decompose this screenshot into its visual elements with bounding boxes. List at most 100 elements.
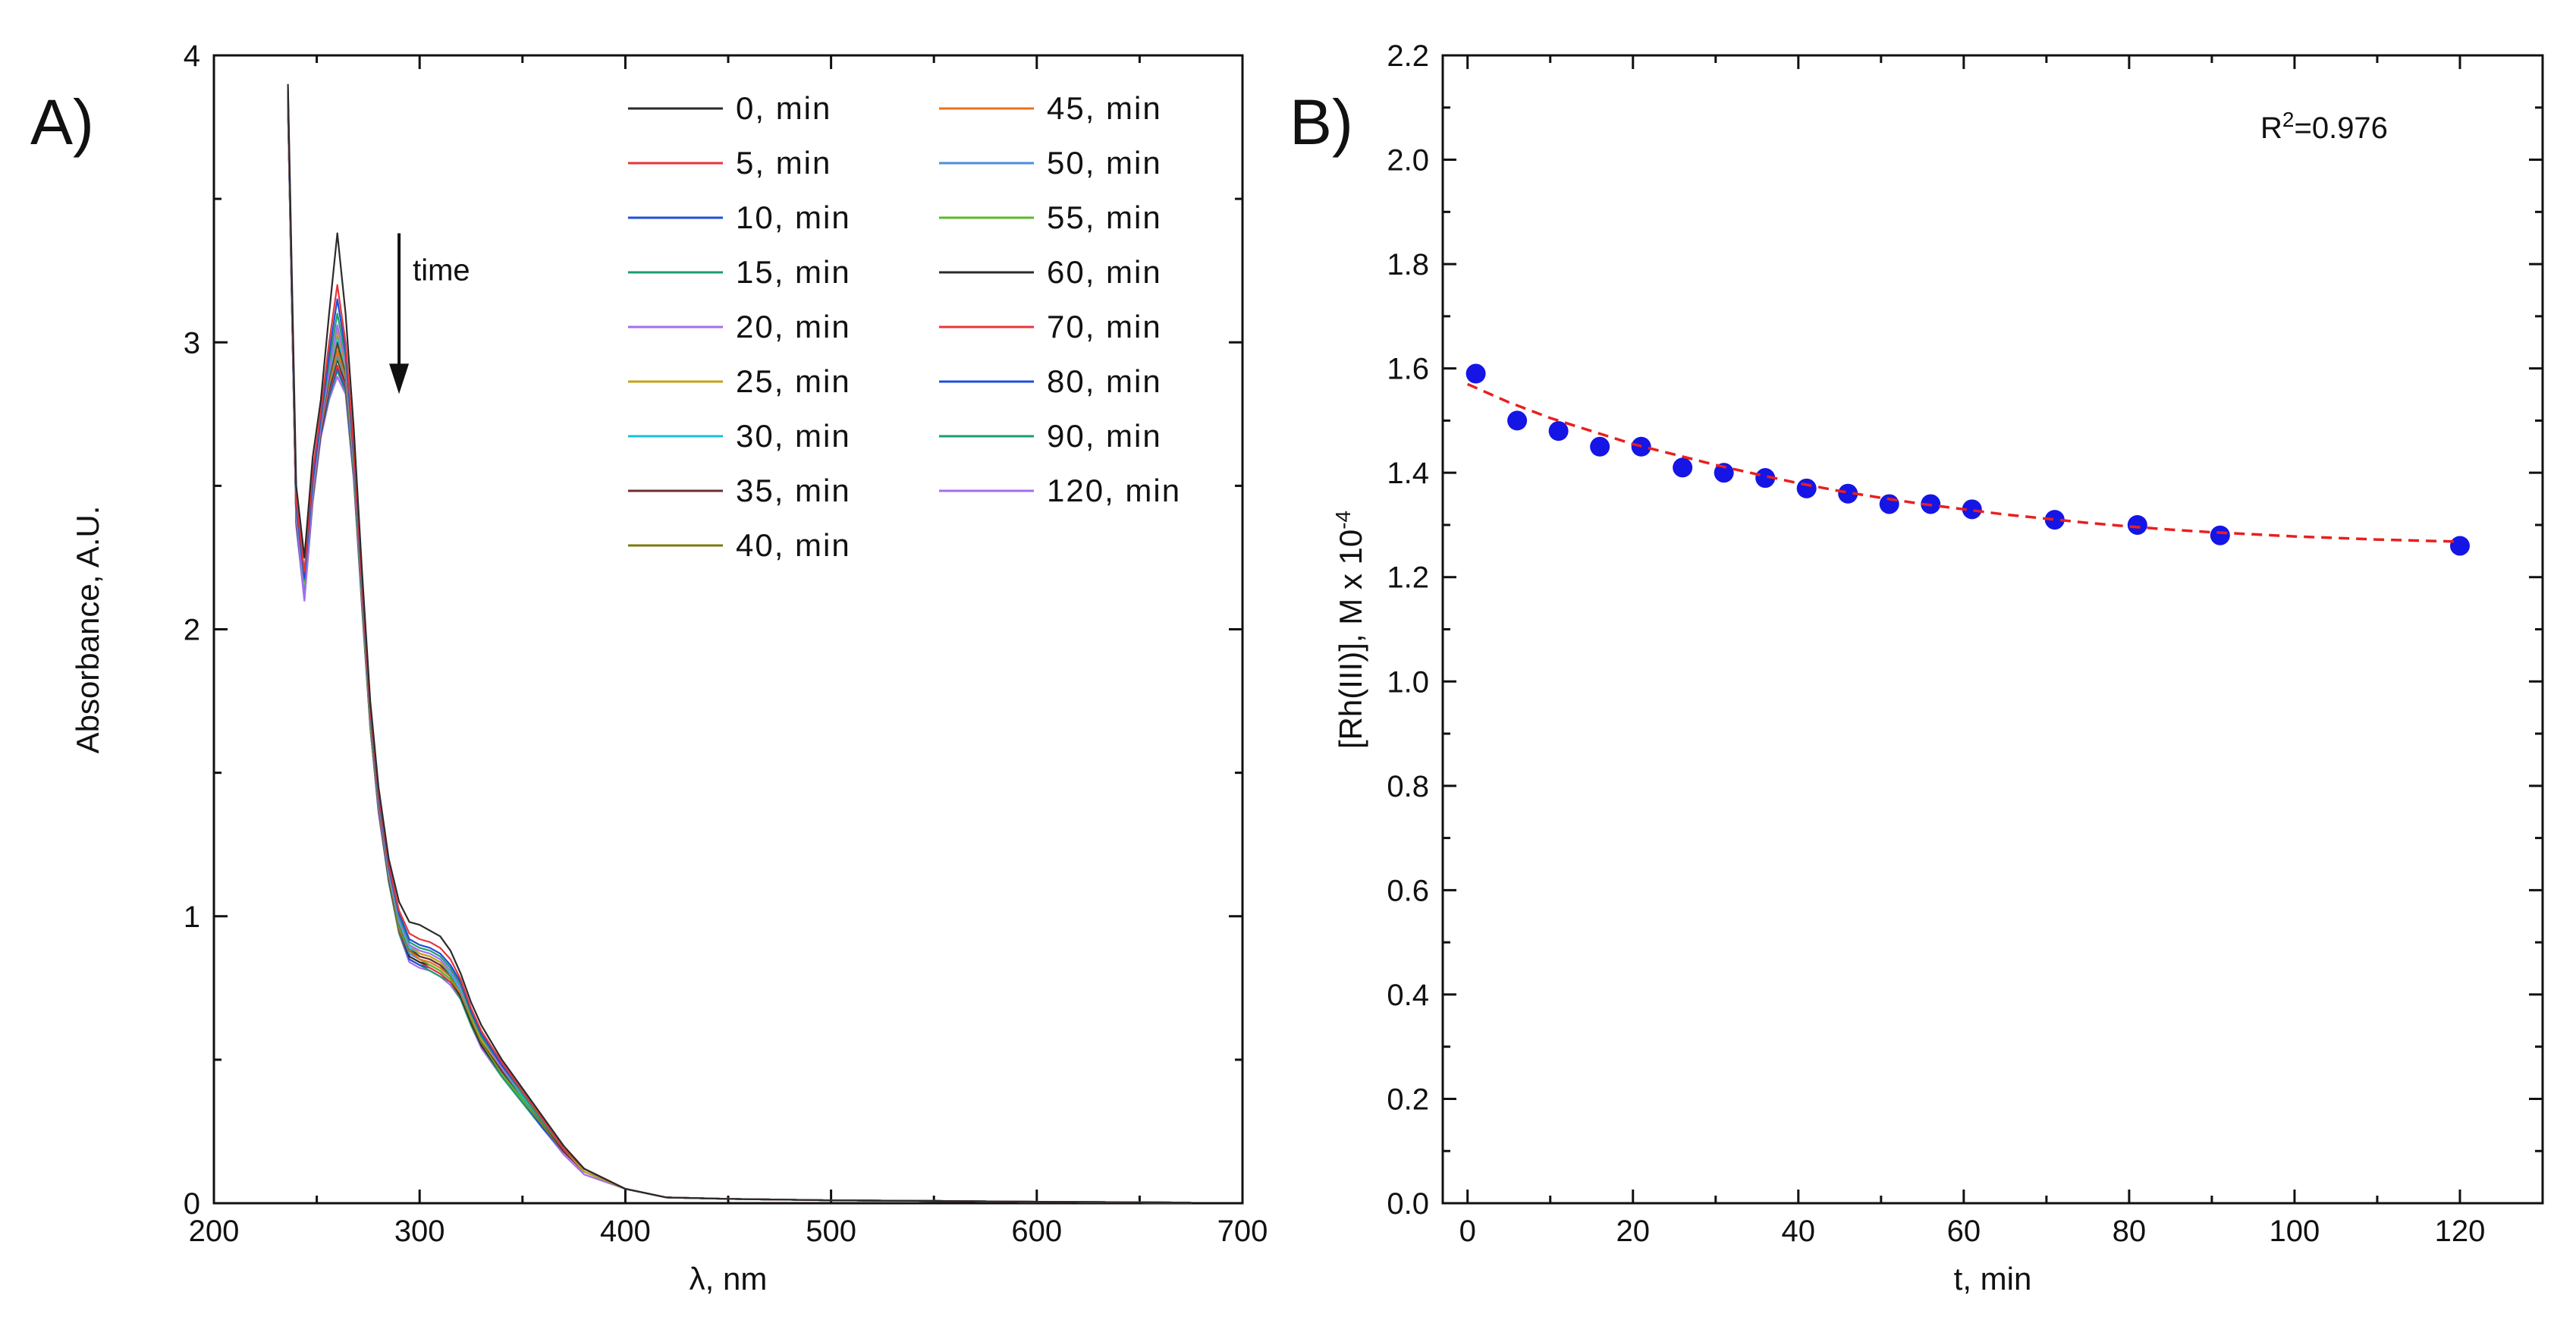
- data-point: [1879, 494, 1899, 514]
- r-squared-exponent: 2: [2282, 108, 2295, 131]
- data-point: [1590, 436, 1610, 457]
- y-tick-label: 1.0: [1387, 665, 1429, 699]
- legend-label: 55, min: [1047, 200, 1162, 235]
- legend-entry: 20, min: [628, 309, 851, 344]
- y-tick-label: 0.4: [1387, 979, 1429, 1012]
- y-tick-label: 2.2: [1387, 39, 1429, 73]
- data-point: [1796, 478, 1817, 498]
- legend-entry: 120, min: [939, 473, 1180, 508]
- y-tick-label: 2.0: [1387, 144, 1429, 178]
- legend-entry: 40, min: [628, 527, 851, 563]
- legend-entry: 0, min: [628, 90, 831, 126]
- legend-a: 0, min 5, min 10, min 15, min 20, min 25, min…: [628, 90, 1180, 563]
- x-tick-label: 100: [2270, 1215, 2320, 1248]
- x-axis-title-a: λ, nm: [690, 1261, 768, 1297]
- data-point: [1673, 457, 1693, 478]
- legend-entry: 60, min: [939, 254, 1162, 290]
- x-tick-label: 120: [2435, 1215, 2486, 1248]
- axis-ticks-b: [1443, 54, 2543, 1205]
- concentration-panel: B) 0 20 40 60 80 100 120 0.0 0.2 0.4 0.6 0.8 1.0 1.2 1…: [1290, 39, 2544, 1297]
- x-tick-label: 200: [189, 1215, 240, 1248]
- legend-label: 50, min: [1047, 145, 1162, 181]
- legend-entry: 45, min: [939, 90, 1162, 126]
- legend-entry: 30, min: [628, 418, 851, 454]
- panel-b-label: B): [1290, 86, 1353, 158]
- legend-entry: 80, min: [939, 363, 1162, 399]
- legend-label: 0, min: [736, 90, 831, 126]
- fit-curve: [1466, 382, 2461, 543]
- y-tick-label: 1.2: [1387, 561, 1429, 595]
- legend-entry: 55, min: [939, 200, 1162, 235]
- legend-entry: 35, min: [628, 473, 851, 508]
- legend-label: 15, min: [736, 254, 851, 290]
- y-tick-label: 0.0: [1387, 1187, 1429, 1221]
- y-axis-title-b-exponent: -4: [1331, 511, 1355, 530]
- r-squared-value: =0.976: [2294, 112, 2387, 145]
- r-squared-annotation: R2=0.976: [2260, 108, 2388, 146]
- legend-entry: 15, min: [628, 254, 851, 290]
- legend-label: 30, min: [736, 418, 851, 454]
- legend-label: 35, min: [736, 473, 851, 508]
- data-point: [1548, 421, 1569, 442]
- legend-label: 70, min: [1047, 309, 1162, 344]
- x-axis-title-b: t, min: [1954, 1261, 2032, 1297]
- y-tick-label: 2: [184, 614, 200, 647]
- y-tick-label: 1.8: [1387, 248, 1429, 281]
- y-tick-label: 1: [184, 901, 200, 934]
- y-tick-label: 0.2: [1387, 1083, 1429, 1116]
- spectra-lines: [287, 83, 1192, 1204]
- legend-label: 60, min: [1047, 254, 1162, 290]
- y-axis-title-a: Absorbance, A.U.: [70, 506, 105, 754]
- legend-entry: 25, min: [628, 363, 851, 399]
- x-tick-label: 60: [1947, 1215, 1981, 1248]
- x-tick-label: 20: [1616, 1215, 1651, 1248]
- legend-label: 20, min: [736, 309, 851, 344]
- time-annotation: time: [389, 233, 470, 394]
- legend-label: 10, min: [736, 200, 851, 235]
- spectrum-line: [287, 83, 1192, 1204]
- kinetic-series: [1465, 363, 2470, 556]
- legend-label: 25, min: [736, 363, 851, 399]
- legend-label: 45, min: [1047, 90, 1162, 126]
- y-tick-label: 3: [184, 326, 200, 360]
- data-point: [2044, 510, 2065, 530]
- legend-label: 80, min: [1047, 363, 1162, 399]
- y-tick-label: 1.4: [1387, 457, 1429, 490]
- y-tick-label: 1.6: [1387, 353, 1429, 386]
- y-axis-title-b-main: [Rh(III)], M x 10: [1333, 530, 1368, 749]
- data-point: [1755, 468, 1776, 489]
- data-point: [1714, 463, 1734, 483]
- x-tick-label: 80: [2113, 1215, 2147, 1248]
- data-point: [1507, 410, 1528, 431]
- panel-a-label: A): [30, 86, 94, 158]
- x-tick-label: 400: [600, 1215, 651, 1248]
- axis-ticks-a: [212, 54, 1244, 1205]
- legend-label: 90, min: [1047, 418, 1162, 454]
- time-arrow-head: [389, 363, 410, 394]
- time-annotation-text: time: [413, 254, 470, 288]
- y-tick-label: 0.6: [1387, 874, 1429, 907]
- y-tick-label: 0.8: [1387, 770, 1429, 803]
- x-tick-label: 0: [1459, 1215, 1476, 1248]
- x-tick-label: 600: [1011, 1215, 1062, 1248]
- data-point: [1962, 499, 1982, 520]
- y-axis-title-b: [Rh(III)], M x 10-4: [1331, 511, 1369, 749]
- x-tick-label: 300: [394, 1215, 445, 1248]
- x-tick-label: 500: [806, 1215, 856, 1248]
- y-tick-label: 4: [184, 39, 200, 73]
- data-point: [2449, 536, 2470, 556]
- tick-labels-a: 200 300 400 500 600 700 0 1 2 3 4: [184, 39, 1268, 1248]
- r-squared-base: R: [2260, 112, 2282, 145]
- absorbance-spectra-panel: A) 200 300 400 500 600 700 0 1 2 3 4 time 0, min 5,…: [30, 39, 1268, 1297]
- data-point: [1838, 483, 1858, 504]
- legend-label: 40, min: [736, 527, 851, 563]
- legend-entry: 50, min: [939, 145, 1162, 181]
- legend-entry: 70, min: [939, 309, 1162, 344]
- tick-labels-b: 0 20 40 60 80 100 120 0.0 0.2 0.4 0.6 0.8 1.0 1.2 1.4 1…: [1387, 39, 2485, 1248]
- legend-entry: 90, min: [939, 418, 1162, 454]
- legend-entry: 5, min: [628, 145, 830, 181]
- data-point: [2210, 525, 2230, 545]
- y-tick-label: 0: [184, 1187, 200, 1221]
- x-tick-label: 40: [1782, 1215, 1816, 1248]
